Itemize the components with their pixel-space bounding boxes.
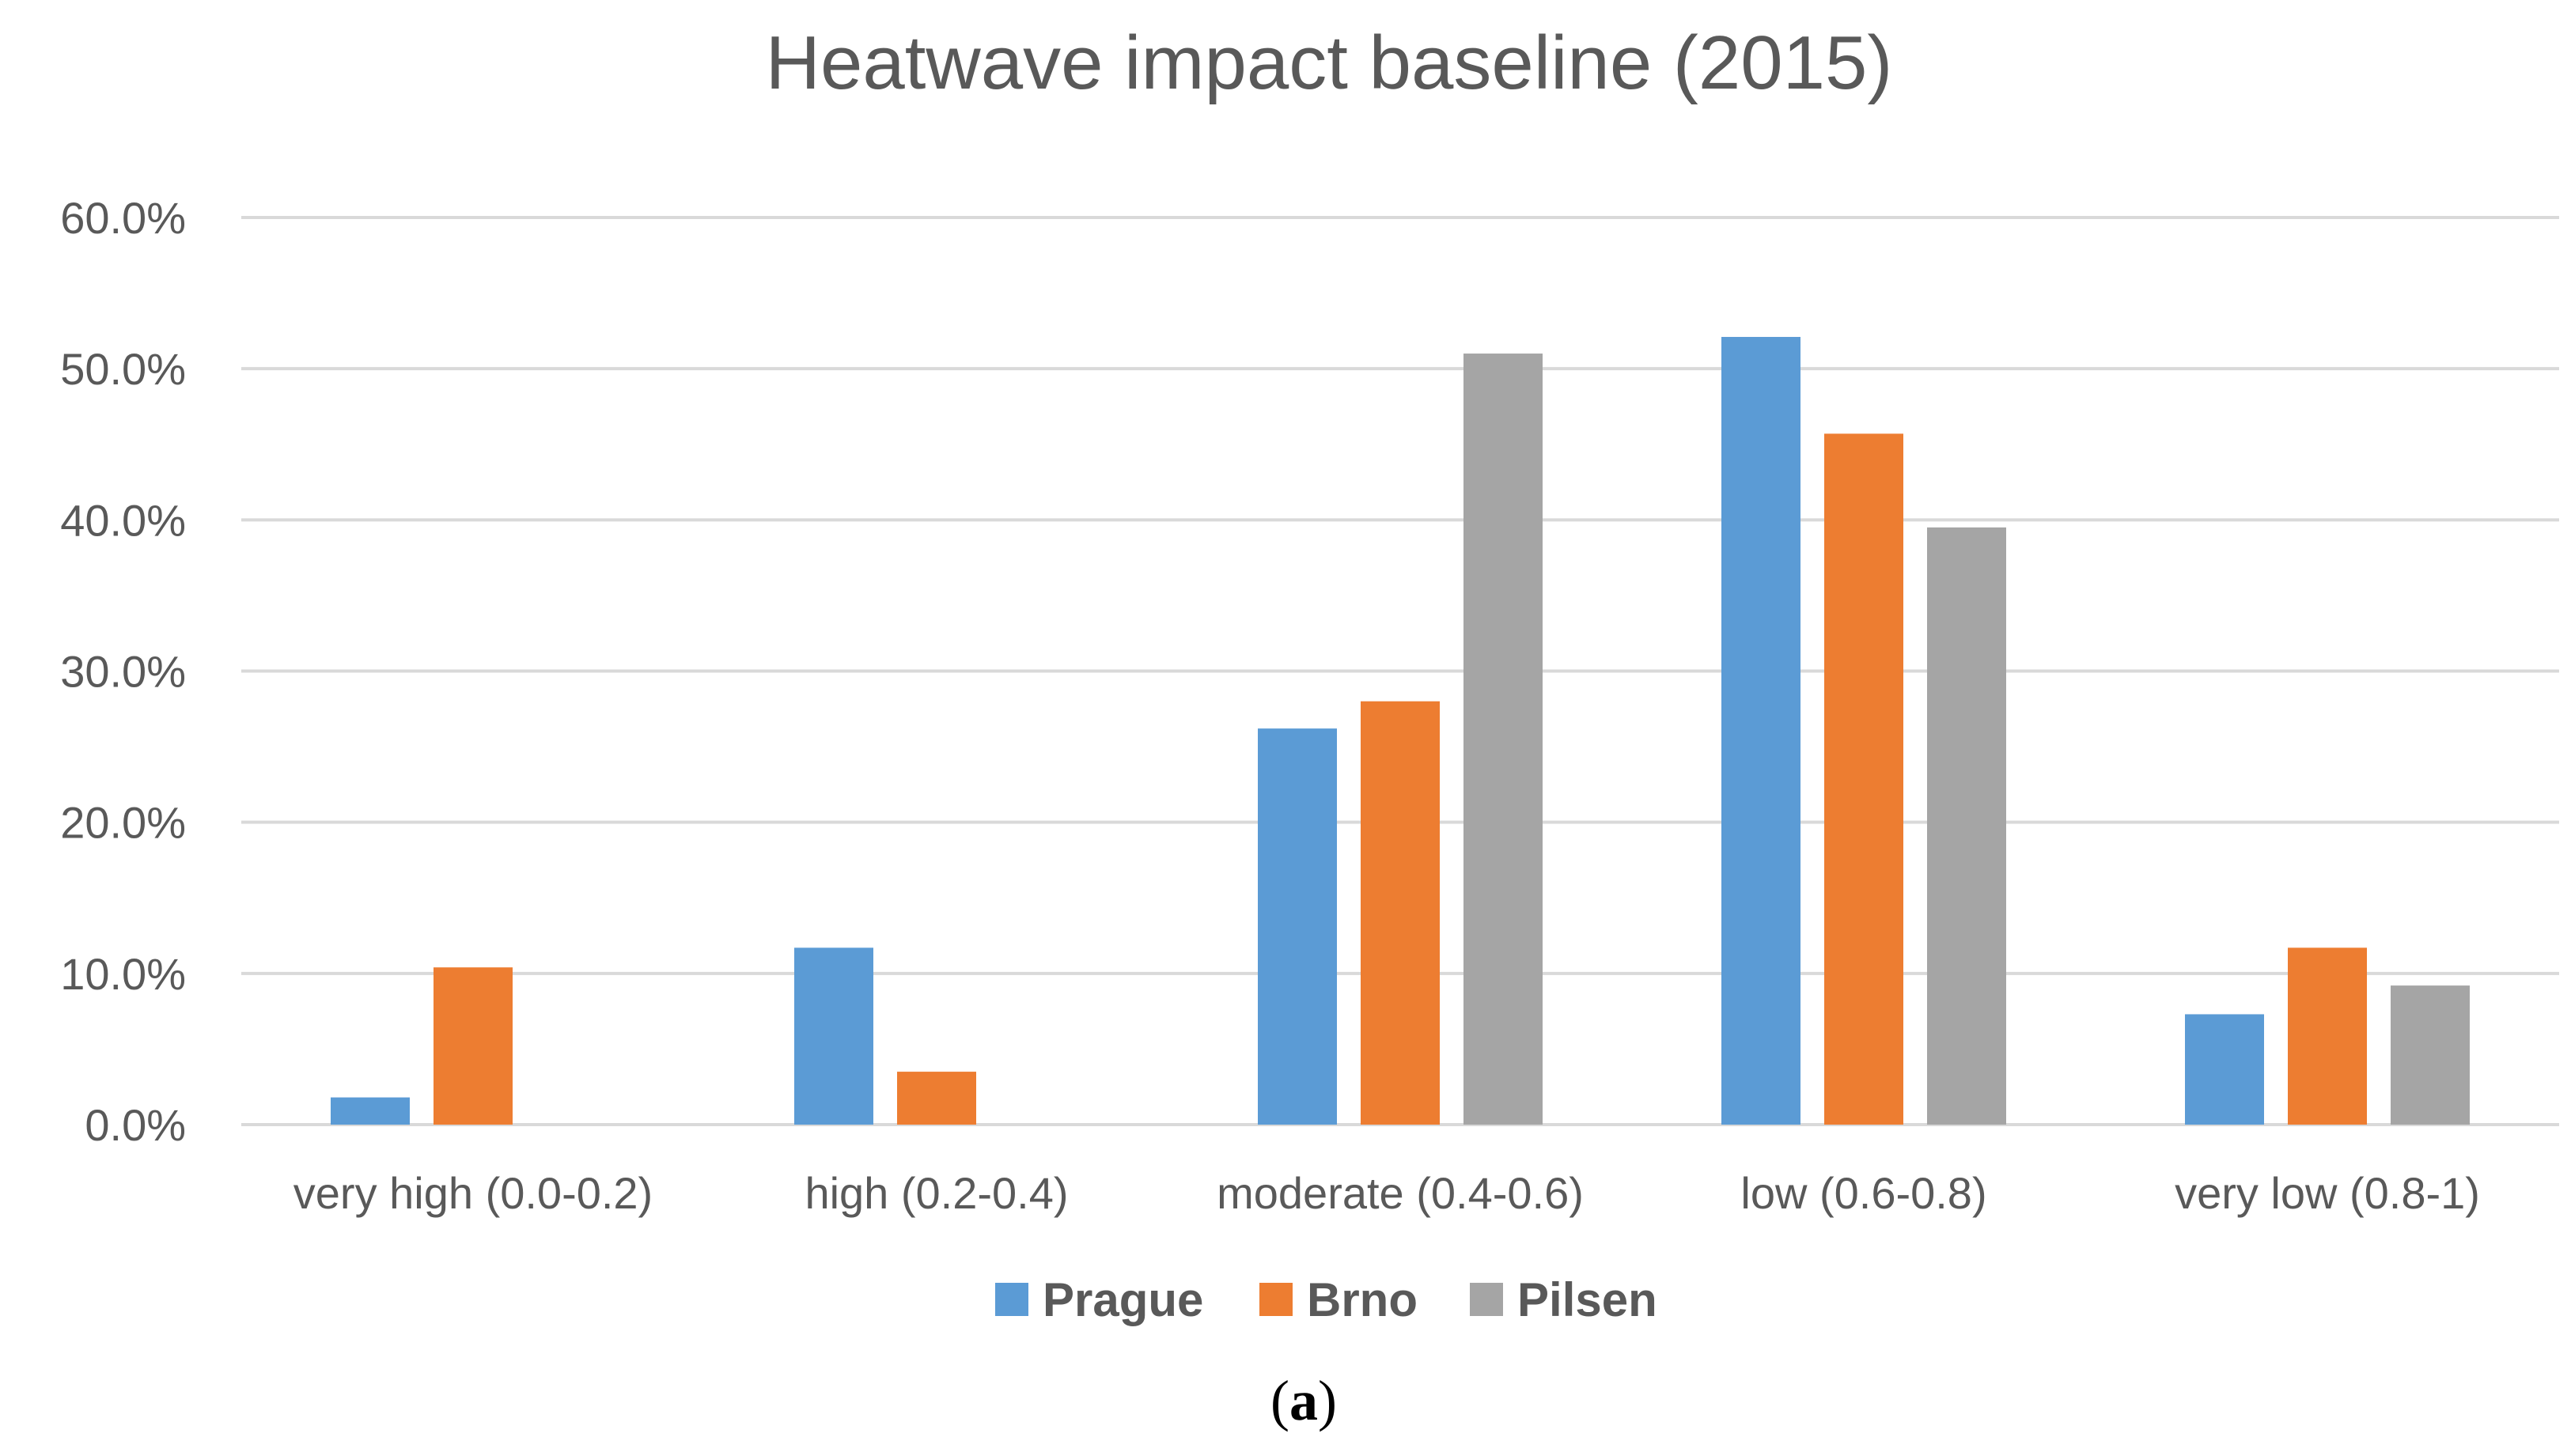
x-category-label: low (0.6-0.8) bbox=[1740, 1168, 1986, 1218]
bar-brno-0 bbox=[434, 967, 513, 1125]
y-tick-label: 60.0% bbox=[60, 193, 186, 243]
caption-close-paren: ) bbox=[1318, 1369, 1337, 1432]
legend-item-pilsen: Pilsen bbox=[1470, 1273, 1657, 1326]
bar-prague-2 bbox=[1258, 728, 1337, 1125]
x-category-label: high (0.2-0.4) bbox=[805, 1168, 1068, 1218]
x-axis-category-labels: very high (0.0-0.2) high (0.2-0.4) moderat… bbox=[293, 1168, 2480, 1218]
bar-prague-4 bbox=[2185, 1014, 2264, 1125]
series-prague bbox=[331, 337, 2264, 1125]
legend-swatch bbox=[995, 1283, 1028, 1316]
bar-brno-1 bbox=[897, 1072, 976, 1125]
bar-prague-1 bbox=[794, 947, 873, 1125]
legend-swatch bbox=[1259, 1283, 1293, 1316]
y-tick-label: 40.0% bbox=[60, 495, 186, 545]
y-tick-label: 0.0% bbox=[85, 1100, 186, 1150]
y-axis-tick-labels: 0.0% 10.0% 20.0% 30.0% 40.0% 50.0% 60.0% bbox=[60, 193, 186, 1150]
legend-label: Prague bbox=[1043, 1273, 1203, 1326]
bar-brno-3 bbox=[1824, 433, 1903, 1125]
y-tick-label: 50.0% bbox=[60, 344, 186, 394]
y-tick-label: 10.0% bbox=[60, 949, 186, 999]
series-brno bbox=[434, 433, 2367, 1125]
caption-open-paren: ( bbox=[1270, 1369, 1289, 1432]
bar-pilsen-4 bbox=[2391, 985, 2470, 1125]
y-tick-label: 30.0% bbox=[60, 647, 186, 697]
legend-item-prague: Prague bbox=[995, 1273, 1203, 1326]
bar-pilsen-3 bbox=[1927, 527, 2006, 1125]
bar-prague-0 bbox=[331, 1097, 410, 1125]
caption-letter: a bbox=[1289, 1369, 1318, 1432]
figure-caption: (a) bbox=[1270, 1369, 1337, 1432]
x-category-label: very low (0.8-1) bbox=[2175, 1168, 2480, 1218]
legend-label: Pilsen bbox=[1517, 1273, 1657, 1326]
bar-brno-2 bbox=[1361, 701, 1440, 1125]
series-pilsen bbox=[1463, 354, 2470, 1125]
y-tick-label: 20.0% bbox=[60, 798, 186, 848]
chart-title: Heatwave impact baseline (2015) bbox=[766, 21, 1893, 105]
x-category-label: very high (0.0-0.2) bbox=[293, 1168, 653, 1218]
legend: Prague Brno Pilsen bbox=[995, 1273, 1657, 1326]
legend-item-brno: Brno bbox=[1259, 1273, 1418, 1326]
x-category-label: moderate (0.4-0.6) bbox=[1217, 1168, 1584, 1218]
bar-pilsen-2 bbox=[1463, 354, 1543, 1125]
bar-brno-4 bbox=[2288, 947, 2367, 1125]
legend-swatch bbox=[1470, 1283, 1503, 1316]
bars bbox=[331, 337, 2470, 1125]
legend-label: Brno bbox=[1307, 1273, 1418, 1326]
bar-prague-3 bbox=[1721, 337, 1800, 1125]
